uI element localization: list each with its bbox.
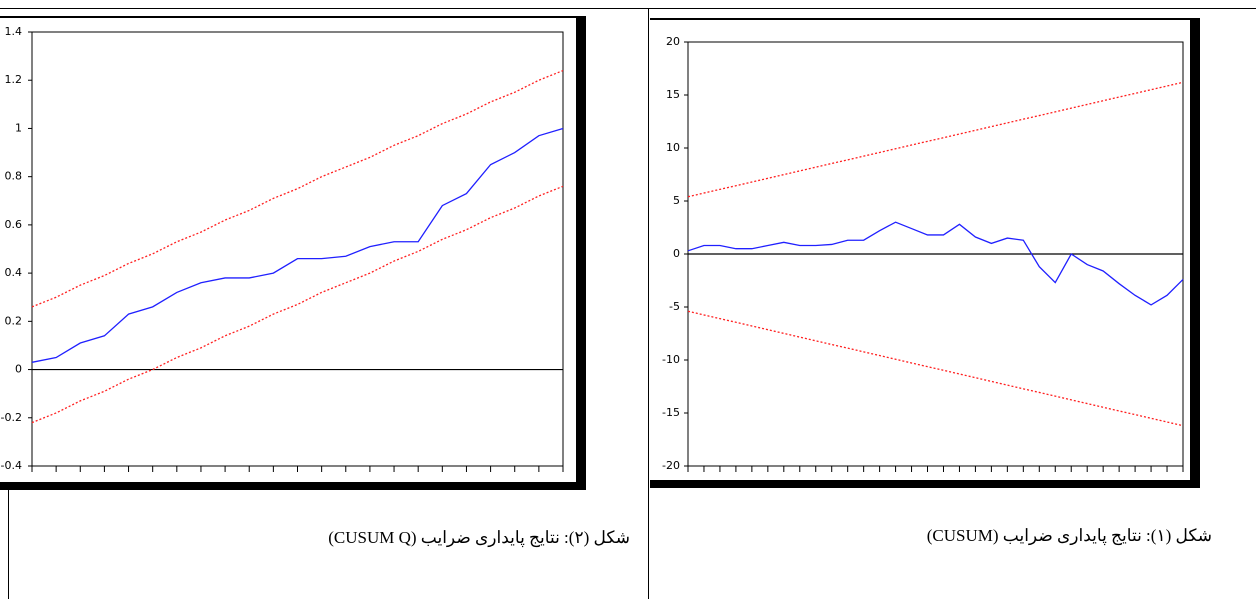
plot-area [31, 31, 564, 467]
y-tick-label: -15 [662, 406, 680, 419]
series-line [687, 81, 1184, 198]
series-line [31, 69, 564, 308]
chart: 1.4 1.2 1 0.8 0.6 0.4 0.2 0 -0.2 -0.4 [1, 25, 564, 472]
y-tick-label: 0.4 [5, 266, 23, 279]
y-tick-label: 0.8 [5, 170, 23, 183]
y-tick-label: 1 [15, 121, 22, 134]
y-tick-label: -20 [662, 459, 680, 472]
y-tick-label: 20 [666, 35, 680, 48]
table-border [0, 8, 1256, 9]
y-tick-label: 1.2 [5, 73, 23, 86]
y-tick-label: -10 [662, 353, 680, 366]
series-line [31, 127, 564, 363]
y-tick-label: 5 [673, 194, 680, 207]
y-tick-label: 0 [15, 363, 22, 376]
series-line [31, 185, 564, 424]
y-tick-label: 1.4 [5, 25, 23, 38]
y-tick-label: -5 [669, 300, 680, 313]
series-line [687, 221, 1184, 306]
y-tick-label: 0.6 [5, 218, 23, 231]
y-tick-label: 10 [666, 141, 680, 154]
chart: 20 15 10 5 0 -5 -10 -15 -20 [662, 35, 1184, 472]
series-line [687, 310, 1184, 427]
y-tick-label: -0.4 [1, 459, 22, 472]
y-tick-label: 0 [673, 247, 680, 260]
caption: شکل (۱): نتایج پایداری ضرایب (CUSUM) [926, 526, 1212, 545]
caption: شکل (۲): نتایج پایداری ضرایب (CUSUM Q) [328, 528, 630, 547]
y-tick-label: 15 [666, 88, 680, 101]
y-tick-label: -0.2 [1, 411, 22, 424]
y-tick-label: 0.2 [5, 314, 23, 327]
table-border [648, 8, 649, 599]
table-border [8, 490, 9, 599]
